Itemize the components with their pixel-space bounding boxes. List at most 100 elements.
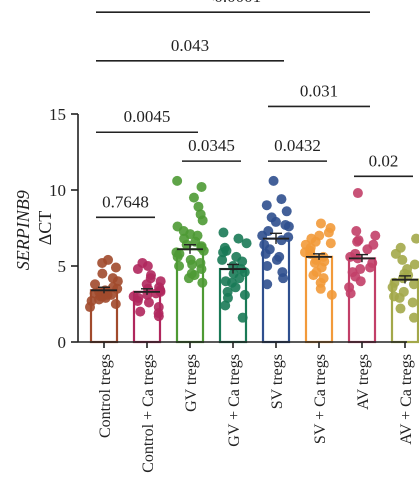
x-tick-label: AV + Ca tregs	[398, 354, 415, 445]
data-point	[135, 306, 146, 317]
data-point	[283, 232, 294, 243]
significance-annotations: 0.7648 0.0045 0.0345 0.0432 0.031 0.02 0.043 <0…	[96, 0, 413, 219]
data-point	[137, 257, 148, 268]
p-value-label: 0.7648	[102, 192, 149, 211]
data-point	[220, 300, 231, 311]
x-tick-label: SV tregs	[269, 354, 286, 409]
data-point	[90, 279, 101, 290]
data-point	[300, 247, 311, 258]
data-point	[308, 270, 319, 281]
data-point	[193, 201, 204, 212]
data-point	[174, 261, 185, 271]
data-point	[274, 251, 285, 262]
data-point	[97, 268, 108, 279]
data-point	[397, 254, 408, 265]
x-tick-label: SV + Ca tregs	[312, 354, 329, 444]
data-point	[411, 233, 419, 244]
x-tick-label: GV + Ca tregs	[226, 354, 243, 447]
data-point	[409, 259, 419, 270]
p-value-label: 0.031	[300, 81, 338, 100]
x-tick-label: Control + Ca tregs	[140, 354, 157, 473]
data-point	[314, 230, 325, 241]
data-point	[368, 239, 379, 250]
data-point	[408, 312, 419, 323]
data-point	[195, 209, 206, 220]
data-point	[143, 297, 154, 308]
data-point	[352, 236, 363, 247]
data-point	[318, 273, 329, 284]
data-point	[103, 254, 114, 265]
p-value-label: 0.0345	[188, 136, 235, 155]
data-point	[155, 276, 166, 287]
data-point	[145, 270, 156, 281]
p-value-label: 0.02	[369, 151, 399, 170]
data-point	[222, 286, 233, 297]
data-point	[217, 254, 228, 265]
data-point	[367, 257, 378, 268]
data-point	[220, 276, 231, 287]
data-point	[262, 279, 273, 290]
data-point	[394, 292, 405, 303]
p-value-label: <0.0001	[205, 0, 261, 6]
data-point	[221, 245, 232, 256]
data-point	[277, 267, 288, 278]
data-point	[345, 251, 356, 262]
data-point	[187, 259, 198, 270]
data-point	[153, 308, 164, 319]
data-point	[355, 264, 366, 275]
data-point	[352, 188, 363, 199]
data-point	[237, 312, 248, 323]
x-tick-label: Control tregs	[97, 354, 114, 438]
data-point	[185, 229, 196, 240]
x-axis: Control tregs Control + Ca tregs GV tregs G…	[78, 341, 415, 473]
y-tick-label: 5	[58, 257, 67, 276]
data-point	[280, 219, 291, 230]
data-point	[188, 192, 199, 203]
data-point	[259, 239, 270, 250]
y-tick-label: 15	[49, 105, 66, 124]
p-value-label: 0.0045	[124, 107, 171, 126]
data-point	[110, 299, 121, 309]
data-point	[268, 175, 279, 186]
data-point	[100, 286, 111, 297]
plot-area	[85, 175, 419, 344]
data-point	[262, 261, 273, 271]
data-point	[325, 223, 336, 233]
data-point	[408, 279, 419, 290]
data-point	[395, 303, 406, 314]
data-point	[172, 175, 183, 186]
data-point	[107, 273, 118, 284]
data-point	[231, 251, 242, 262]
data-point	[233, 233, 244, 244]
data-point	[261, 200, 272, 211]
y-tick-label: 10	[49, 181, 66, 200]
data-point	[195, 257, 206, 268]
data-point	[172, 221, 183, 232]
data-point	[395, 242, 406, 253]
y-axis-label-gene: SERPINB9	[13, 190, 33, 270]
data-point	[306, 233, 317, 244]
data-point	[276, 194, 287, 205]
data-point	[266, 212, 277, 223]
y-axis-label-unit: ΔCT	[35, 211, 55, 246]
data-point	[370, 230, 381, 241]
data-point	[197, 277, 208, 288]
data-point	[319, 256, 330, 267]
y-axis-label: SERPINB9 ΔCT	[13, 186, 55, 270]
data-point	[344, 282, 355, 293]
data-point	[351, 226, 362, 237]
p-value-label: 0.0432	[274, 136, 321, 155]
data-point	[407, 297, 418, 308]
data-point	[218, 227, 229, 238]
data-point	[347, 267, 358, 278]
data-point	[241, 238, 252, 249]
y-tick-label: 0	[58, 333, 67, 352]
data-point	[315, 218, 326, 229]
data-point	[263, 226, 274, 237]
data-point	[110, 262, 121, 273]
data-point	[189, 270, 200, 281]
data-point	[196, 181, 207, 192]
y-axis: 0 5 10 15	[49, 105, 79, 352]
p-value-label: 0.043	[171, 36, 209, 55]
